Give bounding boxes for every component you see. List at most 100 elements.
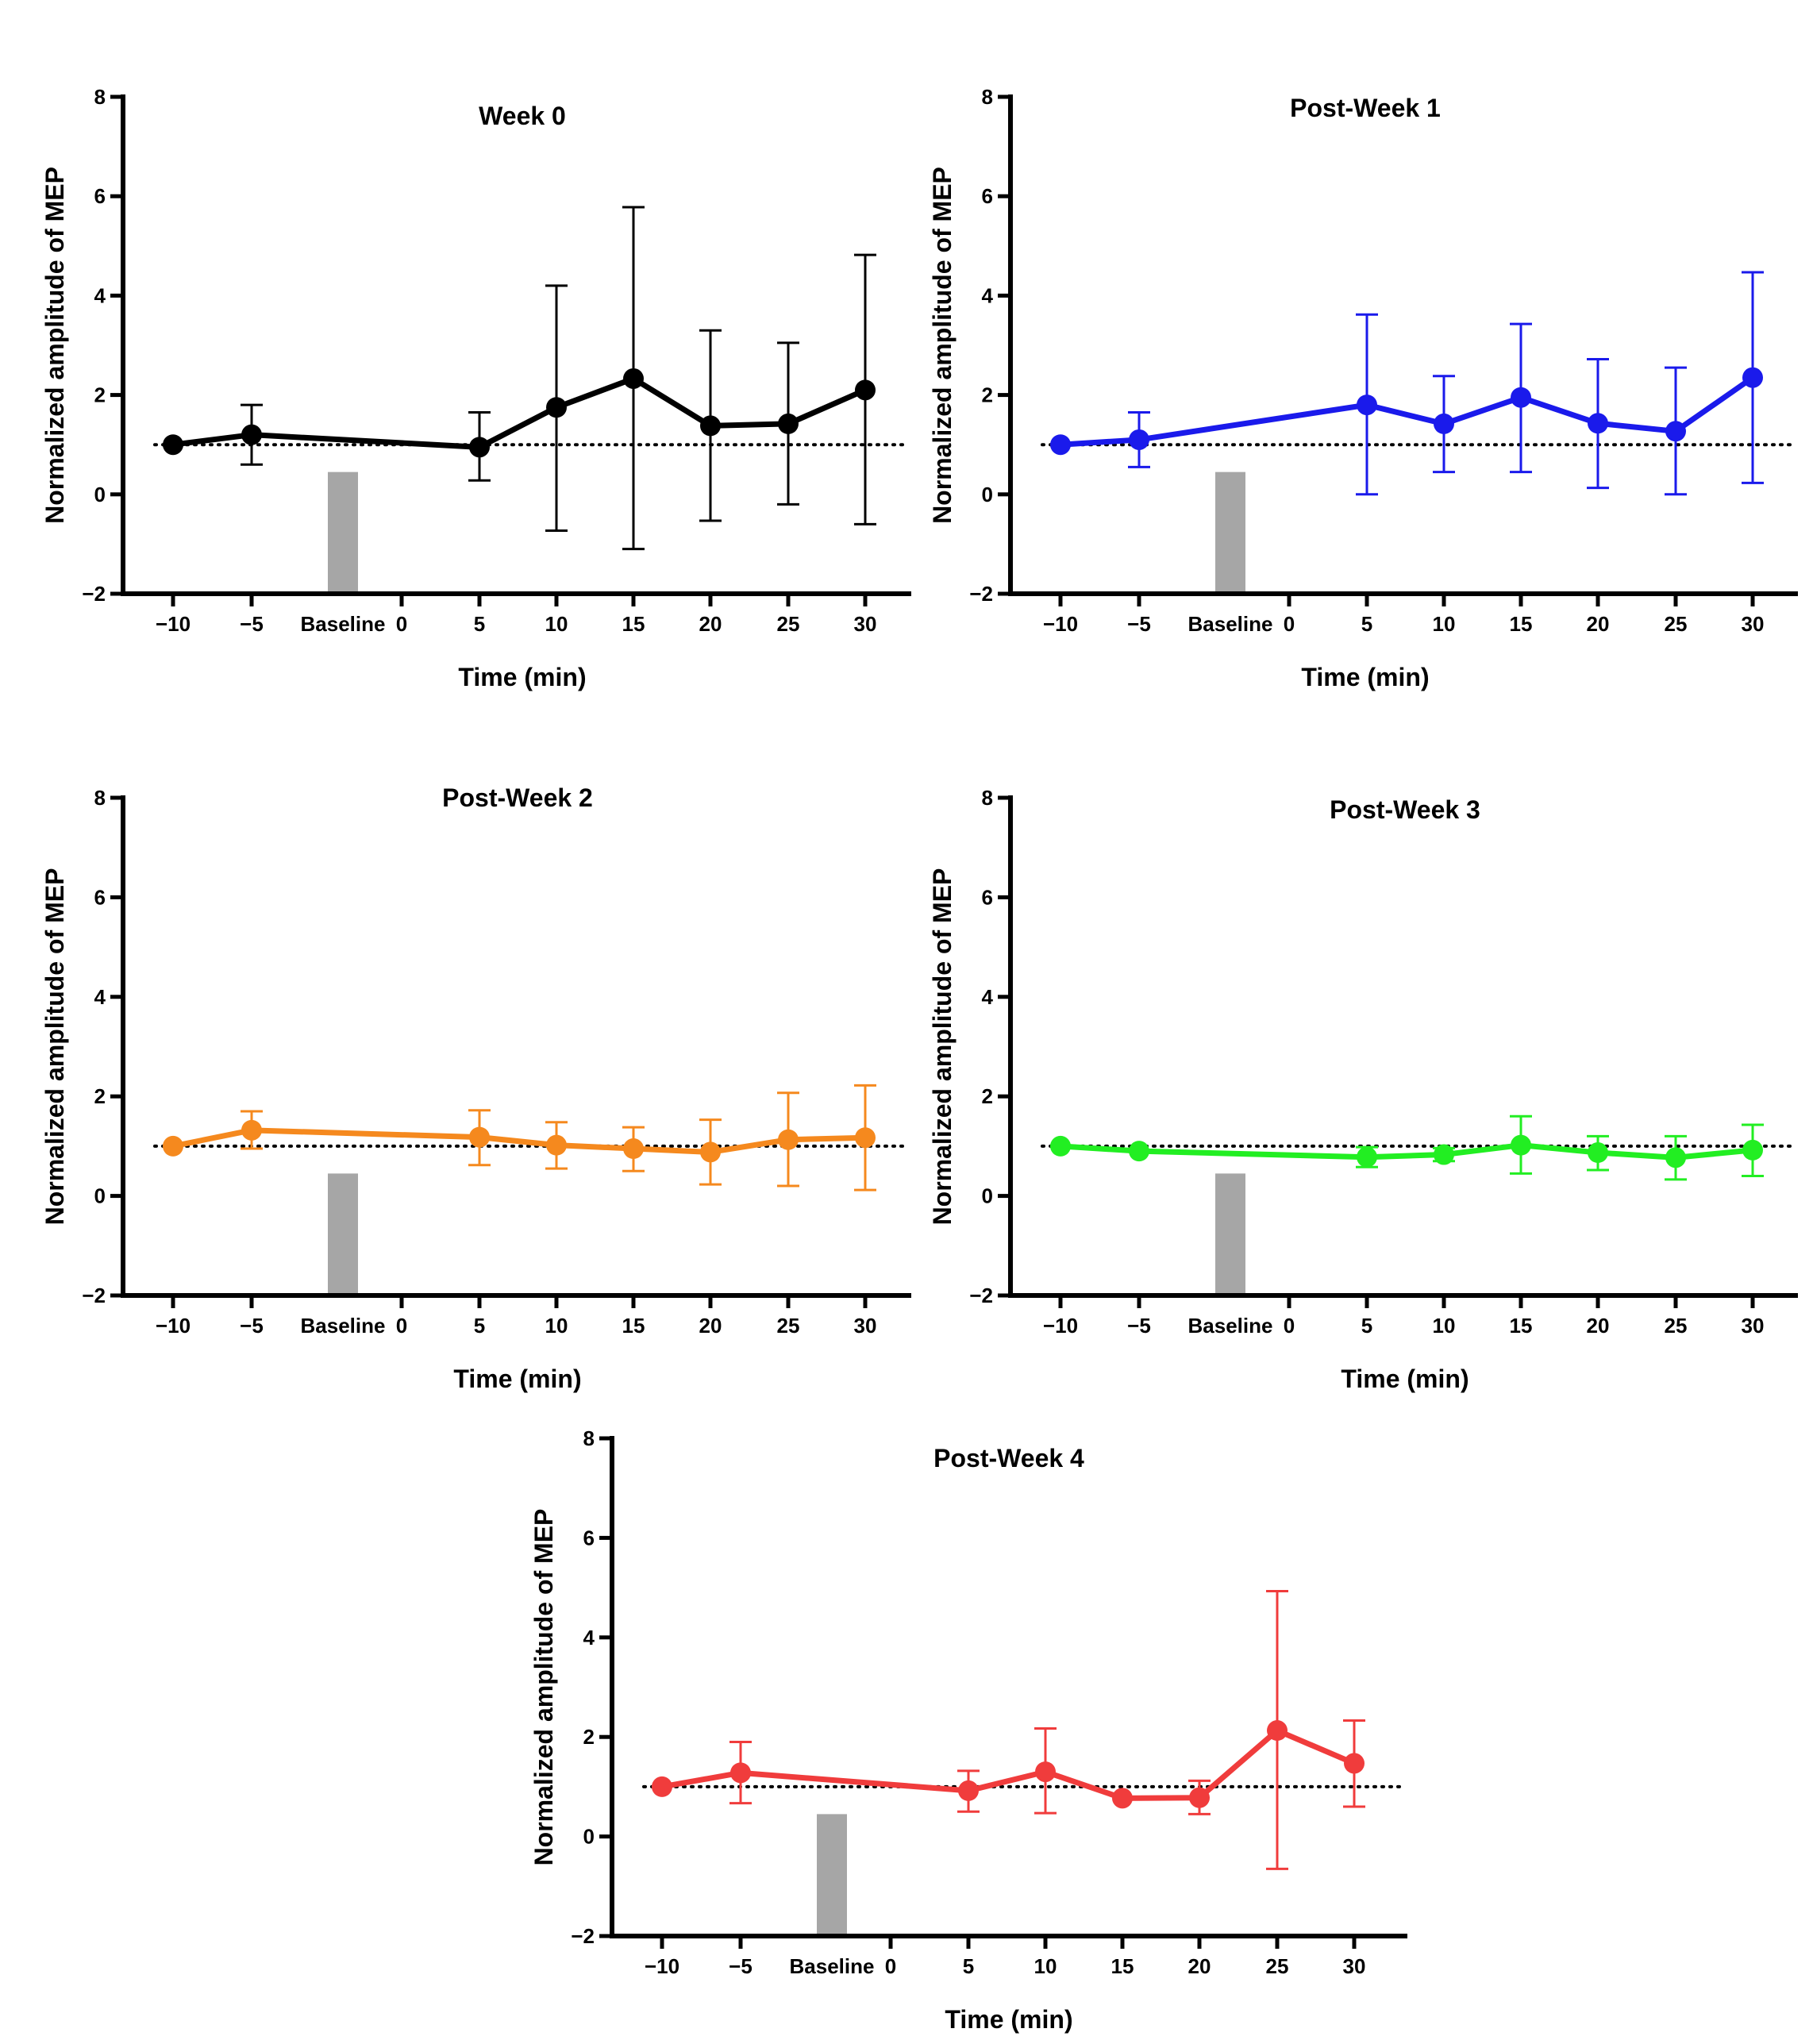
data-point	[958, 1780, 979, 1801]
data-point	[1742, 1139, 1763, 1161]
x-tick-label: −5	[1127, 612, 1151, 636]
data-point	[1129, 429, 1149, 450]
x-tick-label: Baseline	[1188, 612, 1273, 636]
x-tick-label: 20	[1587, 612, 1610, 636]
y-tick-label: −2	[82, 1284, 106, 1307]
x-tick-label: 5	[474, 612, 485, 636]
baseline-bar	[328, 1173, 358, 1295]
y-tick-label: 0	[982, 483, 993, 506]
data-point	[469, 437, 490, 458]
x-tick-label: 15	[1111, 1954, 1134, 1978]
data-point	[1035, 1761, 1056, 1783]
x-tick-label: −10	[156, 612, 191, 636]
data-point	[1665, 421, 1686, 442]
data-point	[163, 434, 183, 456]
y-tick-label: 4	[982, 283, 994, 307]
data-point	[163, 1135, 183, 1157]
x-tick-label: 10	[1433, 612, 1456, 636]
x-axis-title: Time (min)	[1301, 663, 1429, 691]
x-tick-label: −10	[645, 1954, 679, 1978]
y-axis-title: Normalized amplitude of MEP	[529, 1509, 558, 1866]
data-point	[1511, 1134, 1531, 1156]
data-point	[1511, 387, 1531, 408]
x-tick-label: 0	[1284, 1314, 1295, 1338]
data-point	[855, 379, 876, 401]
y-tick-label: −2	[571, 1924, 595, 1948]
panel-title: Week 0	[479, 102, 566, 130]
data-point	[1434, 413, 1454, 434]
y-tick-label: 6	[982, 184, 993, 208]
x-tick-label: 0	[396, 612, 407, 636]
y-axis-title: Normalized amplitude of MEP	[40, 868, 69, 1226]
data-point	[241, 424, 262, 445]
panel-4: −2 0 2 4 6 8 −10 −5 Baseline 0 5 10 15 20 25 30 Post-Wee…	[928, 786, 1798, 1393]
y-tick-label: 0	[94, 1184, 106, 1208]
baseline-bar	[328, 472, 358, 594]
y-tick-label: 0	[982, 1184, 993, 1208]
data-point	[1050, 1135, 1071, 1157]
series-line	[661, 1727, 1356, 1801]
panel-2: −2 0 2 4 6 8 −10 −5 Baseline 0 5 10 15 20 25 30 Post-Wee…	[928, 85, 1798, 691]
y-tick-label: 4	[583, 1626, 595, 1649]
data-point	[700, 1141, 721, 1163]
y-tick-label: 0	[583, 1825, 595, 1849]
y-tick-label: 2	[583, 1725, 595, 1749]
x-tick-label: Baseline	[1188, 1314, 1273, 1338]
y-tick-label: 2	[94, 383, 106, 407]
x-tick-label: 10	[1034, 1954, 1057, 1978]
x-tick-label: 0	[396, 1314, 407, 1338]
data-point	[623, 1138, 644, 1160]
data-point	[652, 1776, 672, 1797]
data-point	[1434, 1144, 1454, 1165]
y-tick-label: 8	[583, 1426, 595, 1450]
baseline-bar	[1215, 1173, 1245, 1295]
x-axis-title: Time (min)	[945, 2005, 1072, 2034]
data-point	[778, 1129, 799, 1150]
data-point	[1742, 367, 1763, 388]
y-tick-label: 4	[982, 985, 994, 1009]
x-tick-label: 30	[1742, 612, 1765, 636]
x-tick-label: Baseline	[301, 612, 386, 636]
panel-title: Post-Week 1	[1290, 94, 1441, 122]
data-point	[778, 413, 799, 434]
x-tick-label: 25	[777, 1314, 800, 1338]
data-point	[546, 397, 567, 418]
y-tick-label: 4	[94, 283, 106, 307]
y-tick-label: 2	[982, 383, 993, 407]
data-point	[730, 1762, 751, 1784]
x-tick-label: 30	[1742, 1314, 1765, 1338]
panel-title: Post-Week 2	[442, 783, 593, 812]
x-tick-label: 10	[545, 1314, 568, 1338]
y-axis-title: Normalized amplitude of MEP	[928, 868, 957, 1226]
x-tick-label: 5	[963, 1954, 974, 1978]
data-point	[1588, 1142, 1608, 1164]
x-tick-label: Baseline	[301, 1314, 386, 1338]
data-point	[1050, 434, 1071, 456]
x-tick-label: 5	[1361, 1314, 1372, 1338]
data-point	[469, 1126, 490, 1148]
y-tick-label: 8	[982, 85, 993, 109]
data-point	[1665, 1147, 1686, 1168]
y-tick-label: 6	[94, 885, 106, 909]
y-tick-label: 8	[94, 786, 106, 810]
x-tick-label: 30	[854, 612, 877, 636]
data-point	[546, 1134, 567, 1156]
x-tick-label: 5	[474, 1314, 485, 1338]
x-tick-label: 25	[1266, 1954, 1289, 1978]
data-point	[1357, 395, 1377, 416]
x-tick-label: −10	[156, 1314, 191, 1338]
x-tick-label: 25	[1665, 1314, 1688, 1338]
panel-1: −2 0 2 4 6 8 −10 −5 Baseline 0 5 10 15 20 25 30 Week 0 Ti…	[40, 85, 911, 691]
x-tick-label: 20	[699, 612, 722, 636]
x-axis-title: Time (min)	[1341, 1365, 1468, 1393]
x-tick-label: −5	[240, 1314, 264, 1338]
x-tick-label: Baseline	[790, 1954, 875, 1978]
x-tick-label: 10	[1433, 1314, 1456, 1338]
data-point	[1357, 1146, 1377, 1168]
x-tick-label: 15	[622, 612, 645, 636]
y-tick-label: 6	[583, 1526, 595, 1549]
x-tick-label: 20	[699, 1314, 722, 1338]
data-point	[623, 368, 644, 389]
x-tick-label: 30	[854, 1314, 877, 1338]
